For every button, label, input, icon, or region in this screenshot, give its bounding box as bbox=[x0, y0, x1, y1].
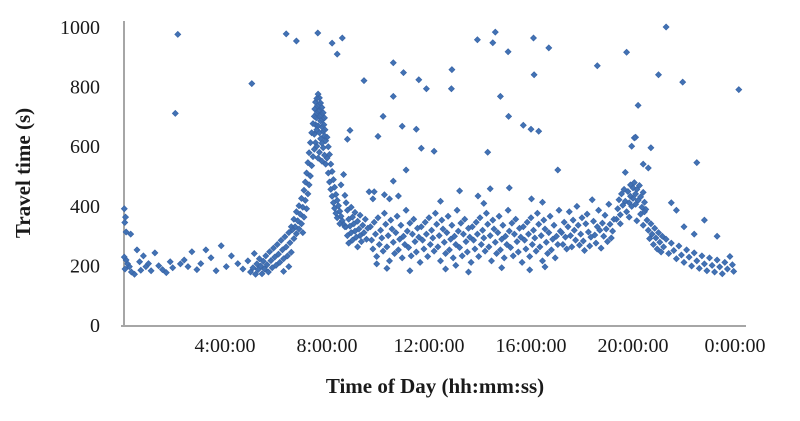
x-axis-tick-labels: 4:00:00 8:00:00 12:00:00 16:00:00 20:00:00 0:… bbox=[194, 335, 765, 357]
x-tick-label: 8:00:00 bbox=[296, 335, 357, 357]
x-tick-label: 12:00:00 bbox=[393, 335, 464, 357]
x-tick-label: 16:00:00 bbox=[495, 335, 566, 357]
y-axis-tick-labels: 0 200 400 600 800 1000 bbox=[60, 17, 100, 337]
y-tick-label: 1000 bbox=[60, 17, 100, 39]
y-tick-label: 600 bbox=[70, 136, 100, 158]
x-axis-title: Time of Day (hh:mm:ss) bbox=[326, 374, 544, 398]
scatter-points bbox=[120, 23, 743, 278]
x-tick-label: 4:00:00 bbox=[194, 335, 255, 357]
x-tick-label: 20:00:00 bbox=[597, 335, 668, 357]
y-tick-label: 0 bbox=[90, 315, 100, 337]
y-tick-label: 400 bbox=[70, 196, 100, 218]
x-tick-label: 0:00:00 bbox=[704, 335, 765, 357]
y-tick-label: 200 bbox=[70, 255, 100, 277]
y-axis-title: Travel time (s) bbox=[11, 108, 35, 238]
y-tick-label: 800 bbox=[70, 77, 100, 99]
